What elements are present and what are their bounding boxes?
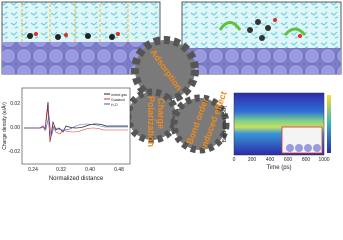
polarization-label: Polarization [146,96,156,147]
x-tick: 600 [284,157,293,163]
x-tick: 0.24 [28,167,38,173]
x-tick: 1000 [318,157,329,163]
legend-entry: mixed gas [111,93,127,97]
y-axis-label: Bond order (BO) [222,105,228,142]
y-axis-label: Charge density (e/Å³) [1,102,8,150]
x-tick: 0.40 [85,167,95,173]
x-axis-label: Time (ps) [266,165,291,171]
x-tick: 0.48 [114,167,124,173]
graphical-abstract: Adsorption Charge Polarization Bond orde… [1,1,342,182]
x-tick: 200 [248,157,257,163]
x-axis-label: Normalized distance [49,176,104,182]
charge-label: Charge [156,98,166,129]
x-tick: 800 [302,157,311,163]
bond-order-heatmap: 0 200 400 600 800 1000 Time (ps) Bond or… [222,92,331,171]
x-tick: 400 [266,157,275,163]
legend-entry: Guaiacol [111,98,125,102]
y-tick: 0.02 [10,101,20,107]
x-tick: 0 [233,157,236,163]
simulation-right [181,1,342,75]
simulation-left [1,1,161,75]
legend-entry: H₂O [111,103,118,107]
y-tick: 0.00 [10,125,20,131]
gears [124,36,230,154]
y-tick: -0.02 [9,149,21,155]
x-tick: 0.32 [56,167,66,173]
charge-plot: mixed gas Guaiacol H₂O 0.24 0.32 0.40 0.… [1,87,131,182]
